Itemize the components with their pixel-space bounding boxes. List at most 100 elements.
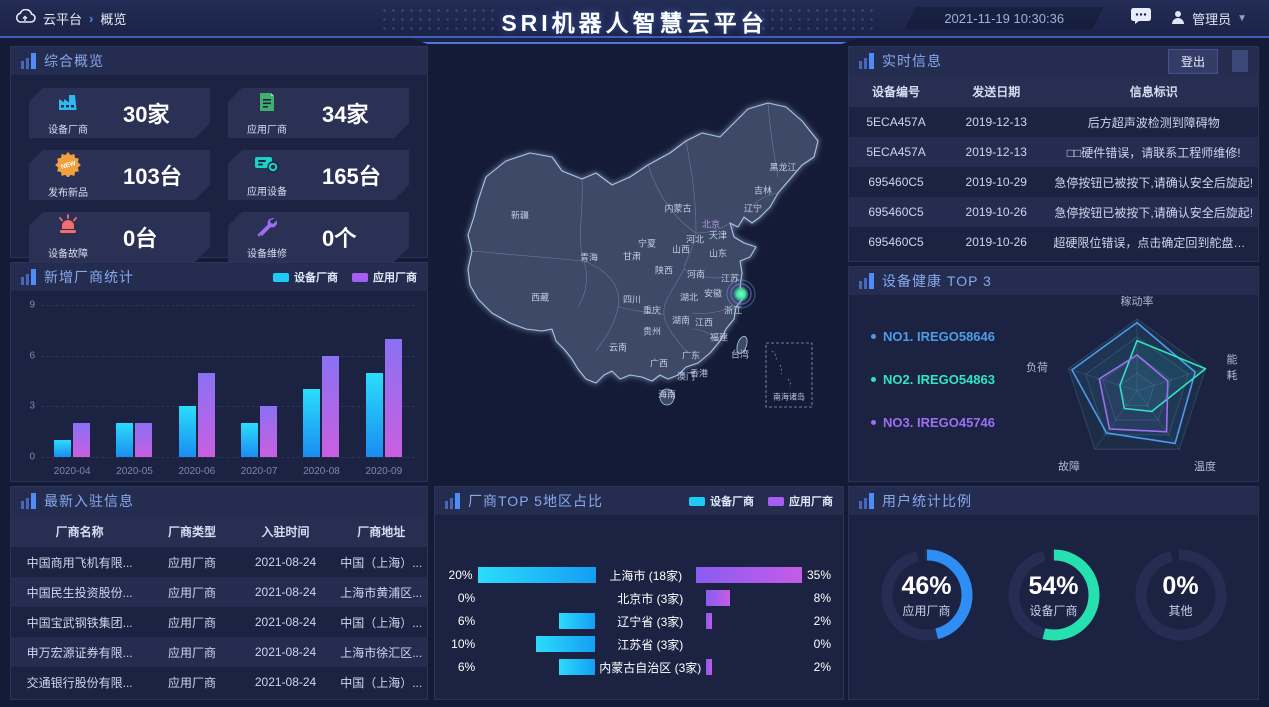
province-label-香港[interactable]: 香港 xyxy=(689,368,709,379)
table-row[interactable]: 交通银行股份有限... 应用厂商 2021-08-24 中国（上海）... xyxy=(11,667,427,697)
legend-item[interactable]: 设备厂商 xyxy=(273,269,338,285)
bar-app-vendor[interactable] xyxy=(322,355,340,457)
province-label-湖南[interactable]: 湖南 xyxy=(671,315,691,326)
bar-app-vendor[interactable] xyxy=(197,372,215,457)
bar-device-vendor[interactable] xyxy=(241,423,259,457)
bar-device-vendor[interactable] xyxy=(477,567,596,583)
stat-card-3[interactable]: NEW 发布新品 103台 xyxy=(29,150,210,200)
bar-device-vendor[interactable] xyxy=(559,659,595,675)
stat-card-1[interactable]: 设备厂商 30家 xyxy=(29,88,210,138)
province-label-山东[interactable]: 山东 xyxy=(708,248,728,259)
bar-device-vendor[interactable] xyxy=(178,406,196,457)
province-label-台湾[interactable]: 台湾 xyxy=(730,349,750,360)
province-label-澳门[interactable]: 澳门 xyxy=(676,371,696,382)
china-map[interactable]: 新疆西藏 青海 甘肃 宁夏 内蒙古 黑龙江吉林辽宁北京 天津 河北 山西 山东陕西 河南 江苏安徽四川… xyxy=(434,45,844,485)
stat-card-4[interactable]: 应用设备 165台 xyxy=(228,150,409,200)
province-label-贵州[interactable]: 贵州 xyxy=(642,326,662,337)
bar-group[interactable]: 2020-07 xyxy=(241,305,278,477)
bar-device-vendor[interactable] xyxy=(559,613,595,629)
bar-app-vendor[interactable] xyxy=(73,423,91,457)
table-row[interactable]: 5ECA457A 2019-12-13 后方超声波检测到障碍物 xyxy=(849,107,1258,137)
bar-device-vendor[interactable] xyxy=(535,636,595,652)
province-label-广东[interactable]: 广东 xyxy=(681,350,701,361)
province-label-陕西[interactable]: 陕西 xyxy=(654,265,674,276)
legend-item[interactable]: 应用厂商 xyxy=(768,493,833,509)
tornado-row[interactable]: 0% 北京市 (3家) 8% xyxy=(447,590,831,606)
province-label-江西[interactable]: 江西 xyxy=(694,317,714,328)
chart-legend[interactable]: 设备厂商 应用厂商 xyxy=(689,493,833,509)
bar-app-vendor[interactable] xyxy=(135,423,153,457)
column-header[interactable]: 厂商名称 xyxy=(11,515,149,547)
table-row[interactable]: 695460C5 2019-10-26 超硬限位错误，点击确定回到舵盘高度! xyxy=(849,227,1258,257)
province-label-河南[interactable]: 河南 xyxy=(686,269,706,280)
province-label-辽宁[interactable]: 辽宁 xyxy=(743,203,763,214)
health-rank-item-3[interactable]: NO3. IREGO45746 xyxy=(871,415,1019,430)
column-header[interactable]: 厂商地址 xyxy=(335,515,427,547)
column-header[interactable]: 入驻时间 xyxy=(235,515,336,547)
province-label-天津[interactable]: 天津 xyxy=(708,230,728,241)
stat-card-5[interactable]: 设备故障 0台 xyxy=(29,212,210,262)
bar-device-vendor[interactable] xyxy=(365,372,383,457)
table-row[interactable]: 695460C5 2019-10-26 急停按钮已被按下,请确认安全后旋起! xyxy=(849,197,1258,227)
table-row[interactable]: 5ECA457A 2019-12-13 □□硬件错误，请联系工程师维修! xyxy=(849,137,1258,167)
province-label-宁夏[interactable]: 宁夏 xyxy=(637,238,657,249)
column-header[interactable]: 发送日期 xyxy=(943,75,1050,107)
message-icon[interactable] xyxy=(1130,7,1152,30)
bar-app-vendor[interactable] xyxy=(705,659,712,675)
province-label-北京[interactable]: 北京 xyxy=(701,219,721,230)
column-header[interactable]: 设备编号 xyxy=(849,75,944,107)
province-label-四川[interactable]: 四川 xyxy=(622,294,642,305)
chart-legend[interactable]: 设备厂商 应用厂商 xyxy=(273,269,417,285)
province-label-内蒙古[interactable]: 内蒙古 xyxy=(664,203,692,214)
legend-item[interactable]: 设备厂商 xyxy=(689,493,754,509)
donut-其他[interactable]: 0% 其他 xyxy=(1129,543,1233,647)
health-rank-item-1[interactable]: NO1. IREGO58646 xyxy=(871,329,1019,344)
province-label-云南[interactable]: 云南 xyxy=(608,342,628,353)
province-label-海南[interactable]: 海南 xyxy=(657,389,677,400)
province-label-吉林[interactable]: 吉林 xyxy=(753,185,773,196)
province-label-甘肃[interactable]: 甘肃 xyxy=(622,251,642,262)
column-header[interactable]: 厂商类型 xyxy=(148,515,236,547)
health-rank-item-2[interactable]: NO2. IREGO54863 xyxy=(871,372,1019,387)
tornado-row[interactable]: 6% 辽宁省 (3家) 2% xyxy=(447,613,831,629)
province-label-黑龙江[interactable]: 黑龙江 xyxy=(769,162,797,173)
table-row[interactable]: 中国民生投资股份... 应用厂商 2021-08-24 上海市黄浦区... xyxy=(11,577,427,607)
bar-app-vendor[interactable] xyxy=(260,406,278,457)
province-label-湖北[interactable]: 湖北 xyxy=(679,292,699,303)
tornado-row[interactable]: 20% 上海市 (18家) 35% xyxy=(447,567,831,583)
table-row[interactable]: 695460C5 2019-10-29 急停按钮已被按下,请确认安全后旋起! xyxy=(849,167,1258,197)
table-row[interactable]: 申万宏源证券有限... 应用厂商 2021-08-24 上海市徐汇区... xyxy=(11,637,427,667)
donut-设备厂商[interactable]: 54% 设备厂商 xyxy=(1002,543,1106,647)
province-label-西藏[interactable]: 西藏 xyxy=(530,292,550,303)
bar-app-vendor[interactable] xyxy=(705,613,712,629)
province-label-山西[interactable]: 山西 xyxy=(671,244,691,255)
tornado-row[interactable]: 6% 内蒙古自治区 (3家) 2% xyxy=(447,659,831,675)
province-label-安徽[interactable]: 安徽 xyxy=(703,288,723,299)
bar-app-vendor[interactable] xyxy=(695,567,802,583)
bar-group[interactable]: 2020-09 xyxy=(365,305,402,477)
province-label-福建[interactable]: 福建 xyxy=(709,332,729,343)
donut-应用厂商[interactable]: 46% 应用厂商 xyxy=(875,543,979,647)
bar-group[interactable]: 2020-05 xyxy=(116,305,153,477)
bar-device-vendor[interactable] xyxy=(54,440,72,457)
tornado-row[interactable]: 10% 江苏省 (3家) 0% xyxy=(447,636,831,652)
bar-device-vendor[interactable] xyxy=(116,423,134,457)
table-row[interactable]: 中国商用飞机有限... 应用厂商 2021-08-24 中国（上海）... xyxy=(11,547,427,577)
breadcrumb[interactable]: 云平台 › 概览 xyxy=(0,8,126,28)
legend-item[interactable]: 应用厂商 xyxy=(352,269,417,285)
province-label-新疆[interactable]: 新疆 xyxy=(510,210,530,221)
breadcrumb-root[interactable]: 云平台 xyxy=(43,11,83,27)
user-menu[interactable]: 管理员 ▼ xyxy=(1170,9,1247,28)
column-header[interactable]: 信息标识 xyxy=(1049,75,1258,107)
stat-card-2[interactable]: 应用厂商 34家 xyxy=(228,88,409,138)
province-label-江苏[interactable]: 江苏 xyxy=(720,273,740,284)
bar-app-vendor[interactable] xyxy=(705,590,730,606)
province-label-重庆[interactable]: 重庆 xyxy=(642,305,662,316)
bar-group[interactable]: 2020-04 xyxy=(54,305,91,477)
table-row[interactable]: 中国宝武钢铁集团... 应用厂商 2021-08-24 中国（上海）... xyxy=(11,607,427,637)
province-label-青海[interactable]: 青海 xyxy=(579,252,599,263)
bar-device-vendor[interactable] xyxy=(303,389,321,457)
province-label-河北[interactable]: 河北 xyxy=(685,234,705,245)
bar-group[interactable]: 2020-06 xyxy=(178,305,215,477)
logout-button[interactable]: 登出 xyxy=(1167,48,1218,74)
